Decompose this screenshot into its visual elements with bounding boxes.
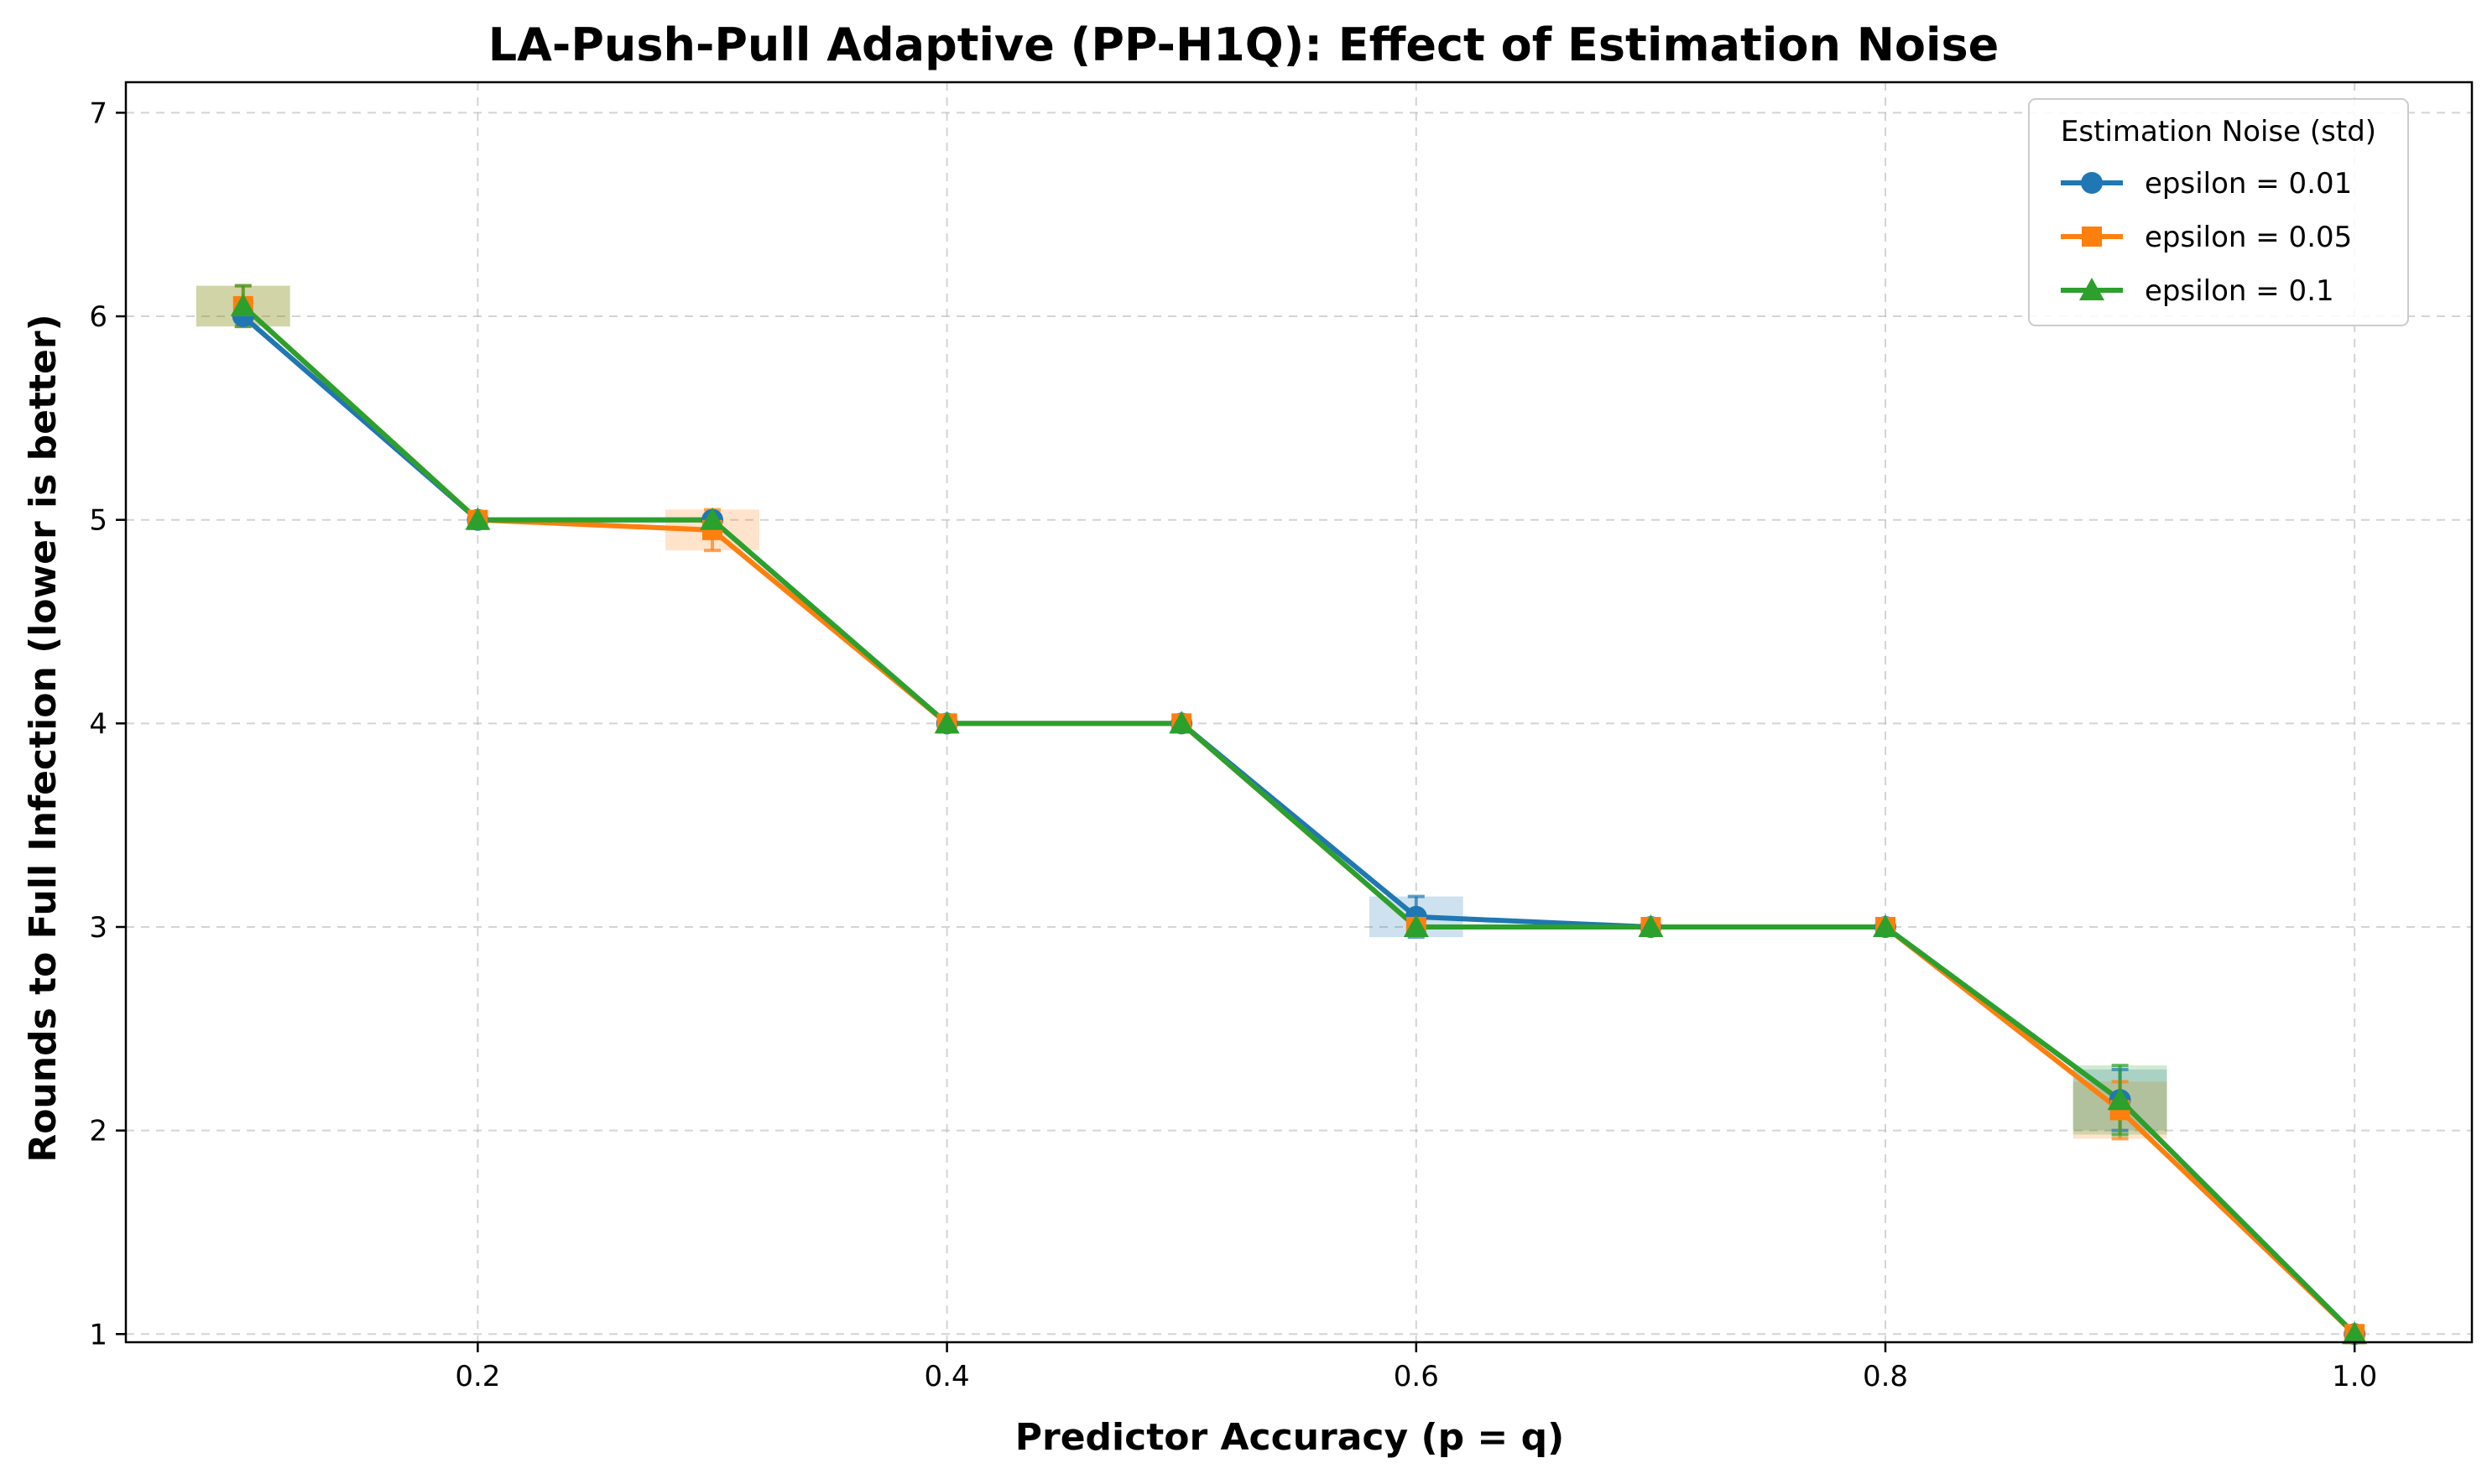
y-tick-label: 5 bbox=[89, 504, 107, 538]
legend-label: epsilon = 0.01 bbox=[2145, 167, 2352, 200]
y-tick-label: 2 bbox=[89, 1115, 107, 1148]
series-line-3 bbox=[241, 304, 2357, 1336]
legend-title: Estimation Noise (std) bbox=[2061, 115, 2376, 148]
series-lines bbox=[241, 304, 2357, 1336]
legend-label: epsilon = 0.05 bbox=[2145, 221, 2352, 254]
y-tick-label: 7 bbox=[89, 96, 107, 130]
legend: Estimation Noise (std) epsilon = 0.01 eps… bbox=[2028, 98, 2409, 326]
data-point bbox=[1873, 914, 1898, 937]
data-point bbox=[2107, 1087, 2133, 1111]
data-point bbox=[230, 293, 256, 316]
x-tick-label: 1.0 bbox=[2332, 1360, 2377, 1393]
x-tick-label: 0.4 bbox=[925, 1360, 970, 1393]
y-tick-label: 4 bbox=[89, 707, 107, 741]
data-point bbox=[1403, 914, 1429, 937]
x-tick-label: 0.8 bbox=[1863, 1360, 1908, 1393]
series-markers bbox=[230, 293, 2368, 1346]
legend-marker bbox=[2082, 227, 2102, 247]
y-tick-label: 6 bbox=[89, 300, 107, 334]
y-axis-label: Rounds to Full Infection (lower is bette… bbox=[22, 314, 65, 1162]
plot-frame bbox=[124, 81, 2474, 1344]
data-point bbox=[1638, 914, 1664, 937]
data-point bbox=[465, 507, 491, 530]
legend-marker bbox=[2081, 172, 2103, 194]
x-tick-label: 0.6 bbox=[1394, 1360, 1439, 1393]
x-axis-ticks: 0.2 0.4 0.6 0.8 1.0 bbox=[455, 1342, 2377, 1393]
y-tick-label: 3 bbox=[89, 911, 107, 945]
data-point bbox=[2342, 1321, 2368, 1345]
x-axis-label: Predictor Accuracy (p = q) bbox=[1015, 1416, 1564, 1459]
y-axis-ticks: 1 2 3 4 5 6 7 bbox=[89, 96, 126, 1351]
legend-box bbox=[2028, 98, 2409, 326]
data-point bbox=[700, 507, 725, 530]
y-tick-label: 1 bbox=[89, 1318, 107, 1351]
legend-marker bbox=[2079, 278, 2104, 300]
chart-title: LA-Push-Pull Adaptive (PP-H1Q): Effect o… bbox=[488, 18, 2000, 71]
data-point bbox=[1169, 711, 1195, 734]
x-tick-label: 0.2 bbox=[455, 1360, 500, 1393]
data-point bbox=[934, 711, 960, 734]
legend-label: epsilon = 0.1 bbox=[2145, 274, 2334, 308]
